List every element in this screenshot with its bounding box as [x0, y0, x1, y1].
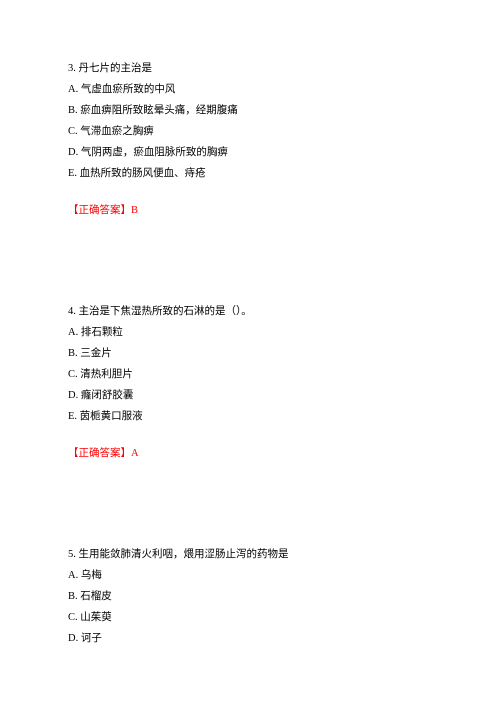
- option-a: A. 乌梅: [68, 565, 432, 586]
- correct-answer: 【正确答案】B: [68, 200, 432, 221]
- question-stem: 5. 生用能敛肺清火利咽，煨用涩肠止泻的药物是: [68, 544, 432, 565]
- option-d: D. 癃闭舒胶囊: [68, 385, 432, 406]
- option-d: D. 诃子: [68, 628, 432, 649]
- option-c: C. 清热利胆片: [68, 364, 432, 385]
- option-c: C. 山茱萸: [68, 607, 432, 628]
- option-e: E. 茵栀黄口服液: [68, 406, 432, 427]
- question-5: 5. 生用能敛肺清火利咽，煨用涩肠止泻的药物是 A. 乌梅 B. 石榴皮 C. …: [68, 544, 432, 649]
- option-b: B. 瘀血痹阻所致眩晕头痛，经期腹痛: [68, 100, 432, 121]
- question-stem: 4. 主治是下焦湿热所致的石淋的是（）。: [68, 301, 432, 322]
- option-c: C. 气滞血瘀之胸痹: [68, 121, 432, 142]
- option-b: B. 三金片: [68, 343, 432, 364]
- option-e: E. 血热所致的肠风便血、痔疮: [68, 163, 432, 184]
- option-b: B. 石榴皮: [68, 586, 432, 607]
- option-d: D. 气阴两虚，瘀血阻脉所致的胸痹: [68, 142, 432, 163]
- question-4: 4. 主治是下焦湿热所致的石淋的是（）。 A. 排石颗粒 B. 三金片 C. 清…: [68, 301, 432, 464]
- question-3: 3. 丹七片的主治是 A. 气虚血瘀所致的中风 B. 瘀血痹阻所致眩晕头痛，经期…: [68, 58, 432, 221]
- option-a: A. 气虚血瘀所致的中风: [68, 79, 432, 100]
- option-a: A. 排石颗粒: [68, 322, 432, 343]
- correct-answer: 【正确答案】A: [68, 443, 432, 464]
- spacer: [68, 239, 432, 301]
- question-stem: 3. 丹七片的主治是: [68, 58, 432, 79]
- spacer: [68, 482, 432, 544]
